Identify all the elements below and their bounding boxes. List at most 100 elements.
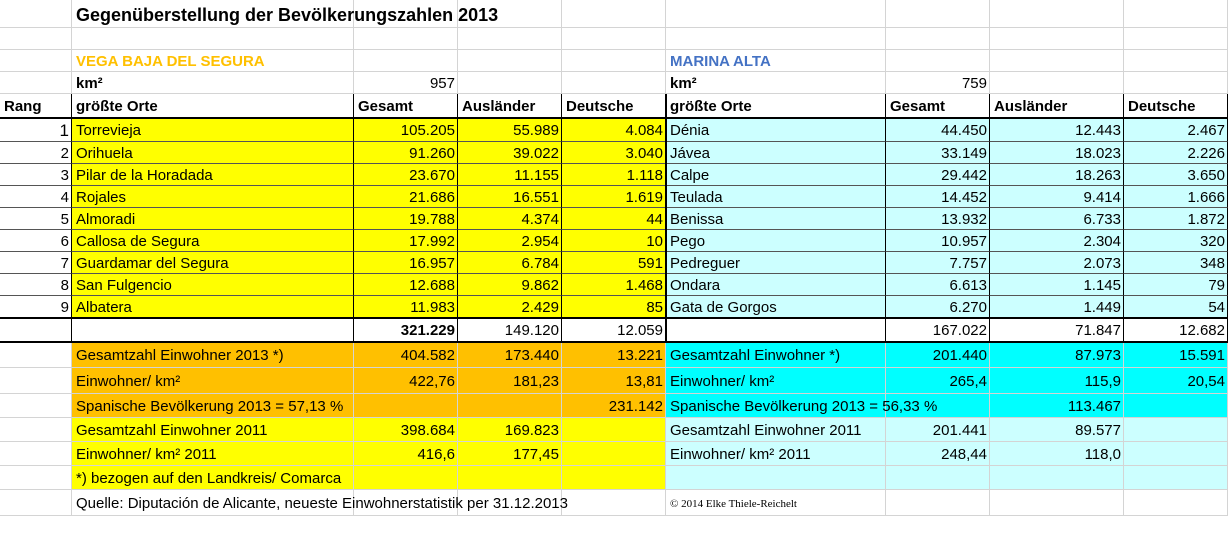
cell	[990, 342, 1124, 368]
region-name: MARINA ALTA	[670, 53, 771, 70]
cell	[72, 418, 354, 442]
number: 10	[646, 233, 663, 250]
cell	[0, 208, 72, 230]
number: 1.872	[1187, 211, 1225, 228]
total: 149.120	[504, 322, 559, 339]
number: 3.650	[1187, 167, 1225, 184]
cell	[990, 442, 1124, 466]
cell	[562, 418, 666, 442]
cell	[458, 252, 562, 274]
cell	[354, 466, 458, 490]
summary-label: Spanische Bevölkerung 2013 = 57,13 %	[76, 398, 344, 415]
cell	[0, 442, 72, 466]
cell	[354, 208, 458, 230]
cell	[458, 394, 562, 418]
cell	[990, 164, 1124, 186]
cell	[666, 230, 886, 252]
place: Orihuela	[76, 145, 133, 162]
cell	[72, 342, 354, 368]
cell	[990, 72, 1124, 94]
total: 167.022	[932, 322, 987, 339]
cell	[886, 274, 990, 296]
cell	[0, 418, 72, 442]
number: 1.145	[1083, 277, 1121, 294]
cell	[1124, 118, 1228, 142]
number: 55.989	[513, 122, 559, 139]
cell	[458, 28, 562, 50]
cell	[666, 208, 886, 230]
number: 12.688	[409, 277, 455, 294]
number: 1.666	[1187, 189, 1225, 206]
summary-value: 20,54	[1187, 373, 1225, 390]
number: 2.073	[1083, 255, 1121, 272]
cell	[666, 418, 886, 442]
cell	[886, 230, 990, 252]
copyright: © 2014 Elke Thiele-Reichelt	[670, 498, 797, 510]
cell	[1124, 418, 1228, 442]
cell	[886, 418, 990, 442]
cell	[666, 0, 886, 28]
cell	[0, 142, 72, 164]
cell	[458, 118, 562, 142]
number: 18.023	[1075, 145, 1121, 162]
cell	[666, 252, 886, 274]
place: Ondara	[670, 277, 721, 294]
cell	[354, 0, 458, 28]
rank: 3	[60, 167, 69, 184]
total: 12.059	[617, 322, 663, 339]
cell	[1124, 394, 1228, 418]
cell	[72, 274, 354, 296]
number: 16.957	[409, 255, 455, 272]
rank: 5	[60, 211, 69, 228]
cell	[72, 186, 354, 208]
cell	[72, 28, 354, 50]
summary-value: 15.591	[1179, 347, 1225, 364]
place: Rojales	[76, 189, 127, 206]
summary-label: Einwohner/ km²	[76, 373, 181, 390]
cell	[72, 142, 354, 164]
km2-value: 759	[961, 75, 987, 92]
cell	[354, 50, 458, 72]
cell	[666, 186, 886, 208]
total: 321.229	[400, 322, 455, 339]
cell	[354, 186, 458, 208]
cell	[666, 442, 886, 466]
cell	[0, 252, 72, 274]
cell	[458, 50, 562, 72]
summary-value: 404.582	[400, 347, 455, 364]
footnote: *) bezogen auf den Landkreis/ Comarca	[76, 470, 342, 487]
cell	[1124, 490, 1228, 516]
cell	[990, 418, 1124, 442]
cell	[1124, 466, 1228, 490]
column-header: größte Orte	[76, 98, 158, 115]
place: Jávea	[670, 145, 711, 162]
cell	[666, 318, 886, 342]
cell	[458, 466, 562, 490]
km2-label: km²	[76, 75, 103, 92]
cell	[886, 318, 990, 342]
cell	[458, 342, 562, 368]
cell	[886, 118, 990, 142]
cell	[72, 442, 354, 466]
place: Calpe	[670, 167, 710, 184]
number: 1.619	[625, 189, 663, 206]
cell	[886, 394, 990, 418]
cell	[1124, 94, 1228, 118]
number: 6.613	[949, 277, 987, 294]
cell	[458, 0, 562, 28]
cell	[562, 342, 666, 368]
summary-value: 113.467	[1067, 398, 1121, 415]
place: Torrevieja	[76, 122, 142, 139]
cell	[562, 490, 666, 516]
cell	[458, 318, 562, 342]
number: 6.784	[521, 255, 559, 272]
cell	[666, 466, 886, 490]
cell	[1124, 368, 1228, 394]
cell	[886, 50, 990, 72]
number: 1.449	[1083, 299, 1121, 316]
cell	[886, 164, 990, 186]
cell	[72, 208, 354, 230]
cell	[990, 394, 1124, 418]
cell	[72, 318, 354, 342]
cell	[0, 118, 72, 142]
